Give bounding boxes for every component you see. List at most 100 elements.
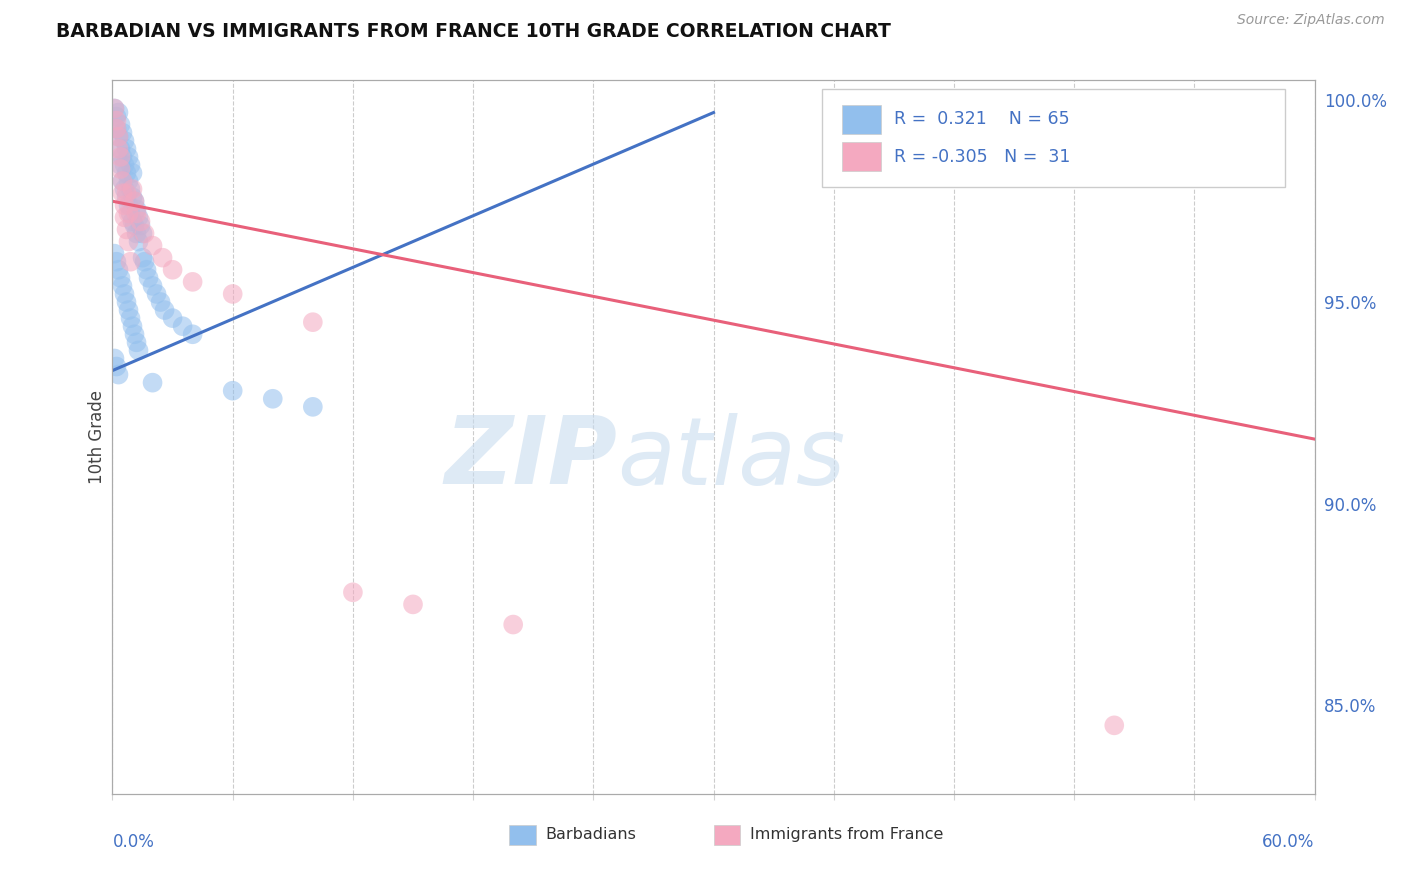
Point — [152, 251, 174, 265]
Point — [120, 206, 142, 220]
Point — [120, 158, 142, 172]
Point — [128, 343, 150, 358]
Point — [110, 150, 132, 164]
Point — [110, 158, 132, 172]
Point — [262, 392, 284, 406]
Point — [115, 186, 138, 201]
Point — [103, 102, 125, 116]
Point — [141, 376, 163, 390]
Text: ZIP: ZIP — [444, 412, 617, 505]
Point — [145, 287, 167, 301]
Point — [114, 158, 136, 172]
Point — [135, 262, 157, 277]
Point — [153, 303, 176, 318]
Point — [124, 327, 146, 342]
Point — [128, 235, 150, 249]
Point — [162, 311, 184, 326]
Point — [121, 182, 143, 196]
Point — [114, 211, 136, 225]
Point — [125, 202, 148, 217]
Text: Source: ZipAtlas.com: Source: ZipAtlas.com — [1237, 13, 1385, 28]
Point — [120, 182, 142, 196]
Point — [162, 262, 184, 277]
Point — [103, 351, 125, 366]
Point — [117, 174, 139, 188]
Text: BARBADIAN VS IMMIGRANTS FROM FRANCE 10TH GRADE CORRELATION CHART: BARBADIAN VS IMMIGRANTS FROM FRANCE 10TH… — [56, 22, 891, 41]
Text: R =  0.321    N = 65: R = 0.321 N = 65 — [894, 110, 1070, 128]
Point — [121, 214, 143, 228]
Point — [125, 206, 148, 220]
Point — [117, 198, 139, 212]
Point — [120, 254, 142, 268]
Point — [105, 110, 128, 124]
Point — [114, 198, 136, 212]
Text: Immigrants from France: Immigrants from France — [749, 827, 943, 842]
Point — [125, 335, 148, 350]
Point — [107, 368, 129, 382]
Point — [128, 211, 150, 225]
Point — [302, 315, 325, 329]
Point — [124, 194, 146, 209]
Point — [114, 182, 136, 196]
Point — [114, 287, 136, 301]
Point — [141, 279, 163, 293]
Text: R = -0.305   N =  31: R = -0.305 N = 31 — [894, 148, 1070, 166]
Point — [120, 311, 142, 326]
Point — [103, 102, 125, 116]
Point — [111, 150, 134, 164]
Text: Barbadians: Barbadians — [546, 827, 636, 842]
Point — [105, 121, 128, 136]
Point — [117, 235, 139, 249]
Point — [107, 105, 129, 120]
Point — [402, 598, 425, 612]
FancyBboxPatch shape — [509, 825, 536, 846]
FancyBboxPatch shape — [842, 143, 880, 171]
Point — [222, 384, 245, 398]
Point — [110, 118, 132, 132]
Point — [131, 227, 153, 241]
Point — [115, 190, 138, 204]
Y-axis label: 10th Grade: 10th Grade — [87, 390, 105, 484]
Point — [111, 174, 134, 188]
Point — [117, 303, 139, 318]
Point — [110, 142, 132, 156]
Point — [110, 161, 132, 176]
FancyBboxPatch shape — [713, 825, 740, 846]
Point — [111, 279, 134, 293]
Point — [1102, 718, 1125, 732]
Point — [114, 134, 136, 148]
Point — [111, 186, 134, 201]
Point — [110, 270, 132, 285]
Point — [105, 359, 128, 374]
Point — [117, 150, 139, 164]
Point — [115, 222, 138, 236]
Point — [181, 275, 204, 289]
Point — [105, 121, 128, 136]
Point — [103, 246, 125, 260]
Text: 60.0%: 60.0% — [1263, 833, 1315, 851]
Point — [111, 174, 134, 188]
Point — [107, 262, 129, 277]
Point — [115, 295, 138, 310]
Point — [115, 142, 138, 156]
Point — [121, 166, 143, 180]
Point — [107, 129, 129, 144]
Point — [111, 126, 134, 140]
Point — [502, 617, 524, 632]
Point — [138, 270, 160, 285]
Point — [107, 142, 129, 156]
FancyBboxPatch shape — [842, 105, 880, 134]
Point — [342, 585, 364, 599]
Point — [129, 214, 152, 228]
Point — [181, 327, 204, 342]
Text: 0.0%: 0.0% — [112, 833, 155, 851]
Point — [134, 254, 156, 268]
FancyBboxPatch shape — [821, 89, 1285, 187]
Point — [121, 319, 143, 334]
Point — [121, 190, 143, 204]
Point — [115, 166, 138, 180]
Point — [172, 319, 194, 334]
Point — [124, 219, 146, 233]
Point — [222, 287, 245, 301]
Point — [131, 251, 153, 265]
